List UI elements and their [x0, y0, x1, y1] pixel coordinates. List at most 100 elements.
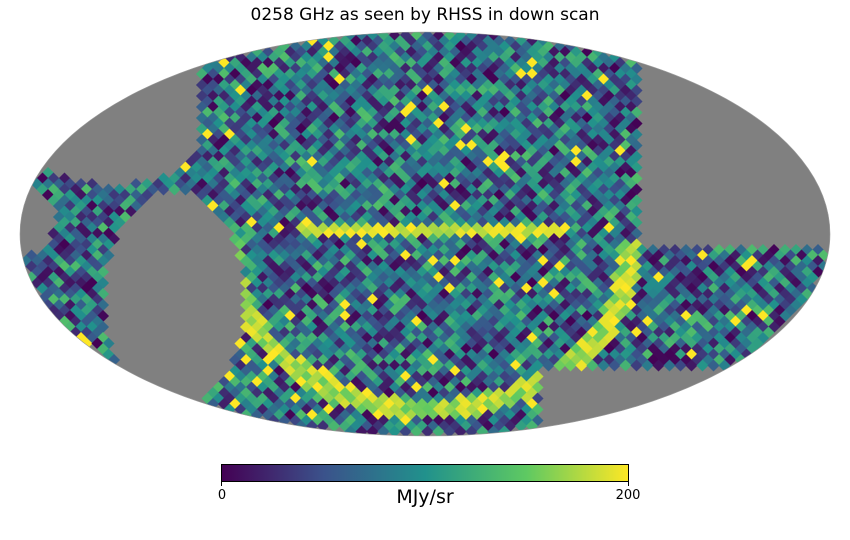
map-pixel	[531, 62, 544, 75]
map-pixel	[547, 122, 561, 136]
map-pixel	[624, 177, 638, 191]
map-pixel	[520, 84, 533, 97]
map-pixel	[564, 150, 577, 163]
map-pixel	[520, 392, 533, 405]
map-pixel	[806, 271, 819, 284]
map-pixel	[751, 304, 764, 317]
map-pixel	[624, 265, 638, 279]
map-pixel	[349, 45, 363, 59]
map-pixel	[602, 342, 616, 356]
map-pixel	[756, 254, 770, 268]
map-pixel	[564, 128, 577, 141]
map-pixel	[388, 425, 401, 436]
map-pixel	[586, 95, 599, 108]
map-pixel	[613, 353, 627, 367]
map-pixel	[525, 298, 539, 312]
map-pixel	[553, 249, 566, 262]
map-pixel	[47, 249, 60, 262]
map-pixel	[630, 227, 643, 240]
map-pixel	[316, 34, 330, 48]
map-pixel	[536, 276, 550, 290]
map-pixel	[531, 414, 544, 427]
map-pixel	[745, 309, 759, 323]
map-pixel	[564, 40, 577, 53]
map-pixel	[591, 243, 605, 257]
map-pixel	[294, 45, 308, 59]
map-pixel	[558, 155, 572, 169]
map-pixel	[679, 254, 693, 268]
map-pixel	[778, 254, 792, 268]
map-pixel	[701, 353, 715, 367]
map-pixel	[608, 139, 621, 152]
map-pixel	[602, 111, 616, 125]
map-pixel	[723, 287, 737, 301]
map-pixel	[509, 205, 522, 218]
map-pixel	[624, 243, 638, 257]
map-pixel	[569, 100, 583, 114]
map-pixel	[542, 183, 555, 196]
map-pixel	[525, 177, 539, 191]
map-pixel	[514, 265, 528, 279]
map-pixel	[531, 348, 544, 361]
map-pixel	[597, 315, 610, 328]
map-pixel	[679, 320, 693, 334]
map-pixel	[668, 309, 682, 323]
map-pixel	[657, 265, 671, 279]
map-pixel	[536, 320, 550, 334]
map-pixel	[553, 271, 566, 284]
map-pixel	[674, 249, 687, 262]
map-pixel	[602, 177, 616, 191]
map-pixel	[443, 32, 456, 42]
map-pixel	[536, 232, 550, 246]
map-pixel	[536, 144, 550, 158]
map-pixel	[542, 293, 555, 306]
map-pixel	[564, 315, 577, 328]
map-pixel	[663, 348, 676, 361]
map-pixel	[745, 265, 759, 279]
map-pixel	[316, 45, 330, 59]
map-pixel	[558, 342, 572, 356]
map-pixel	[553, 282, 566, 295]
map-pixel	[707, 348, 720, 361]
map-pixel	[690, 342, 704, 356]
map-pixel	[553, 304, 566, 317]
map-pixel	[608, 183, 621, 196]
map-pixel	[525, 320, 539, 334]
map-pixel	[723, 353, 737, 367]
map-pixel	[580, 232, 594, 246]
map-pixel	[586, 161, 599, 174]
map-pixel	[795, 282, 808, 295]
map-pixel	[624, 199, 638, 213]
map-pixel	[712, 243, 726, 257]
map-pixel	[619, 106, 632, 119]
map-pixel	[685, 326, 698, 339]
map-pixel	[597, 282, 610, 295]
map-pixel	[591, 144, 605, 158]
map-pixel	[569, 177, 583, 191]
map-pixel	[569, 188, 583, 202]
map-pixel	[509, 73, 522, 86]
map-pixel	[767, 309, 781, 323]
map-pixel	[613, 122, 627, 136]
map-pixel	[597, 304, 610, 317]
map-pixel	[602, 166, 616, 180]
map-pixel	[520, 205, 533, 218]
map-pixel	[630, 95, 643, 108]
map-pixel	[734, 254, 748, 268]
map-pixel	[778, 287, 792, 301]
map-pixel	[586, 359, 599, 372]
map-pixel	[531, 194, 544, 207]
map-pixel	[520, 260, 533, 273]
map-pixel	[536, 133, 550, 147]
map-pixel	[602, 243, 616, 257]
map-pixel	[553, 205, 566, 218]
map-pixel	[668, 276, 682, 290]
map-pixel	[608, 172, 621, 185]
map-pixel	[520, 139, 533, 152]
map-pixel	[591, 111, 605, 125]
map-pixel	[630, 183, 643, 196]
map-pixel	[514, 298, 528, 312]
map-pixel	[613, 155, 627, 169]
map-pixel	[558, 287, 572, 301]
map-pixel	[520, 183, 533, 196]
